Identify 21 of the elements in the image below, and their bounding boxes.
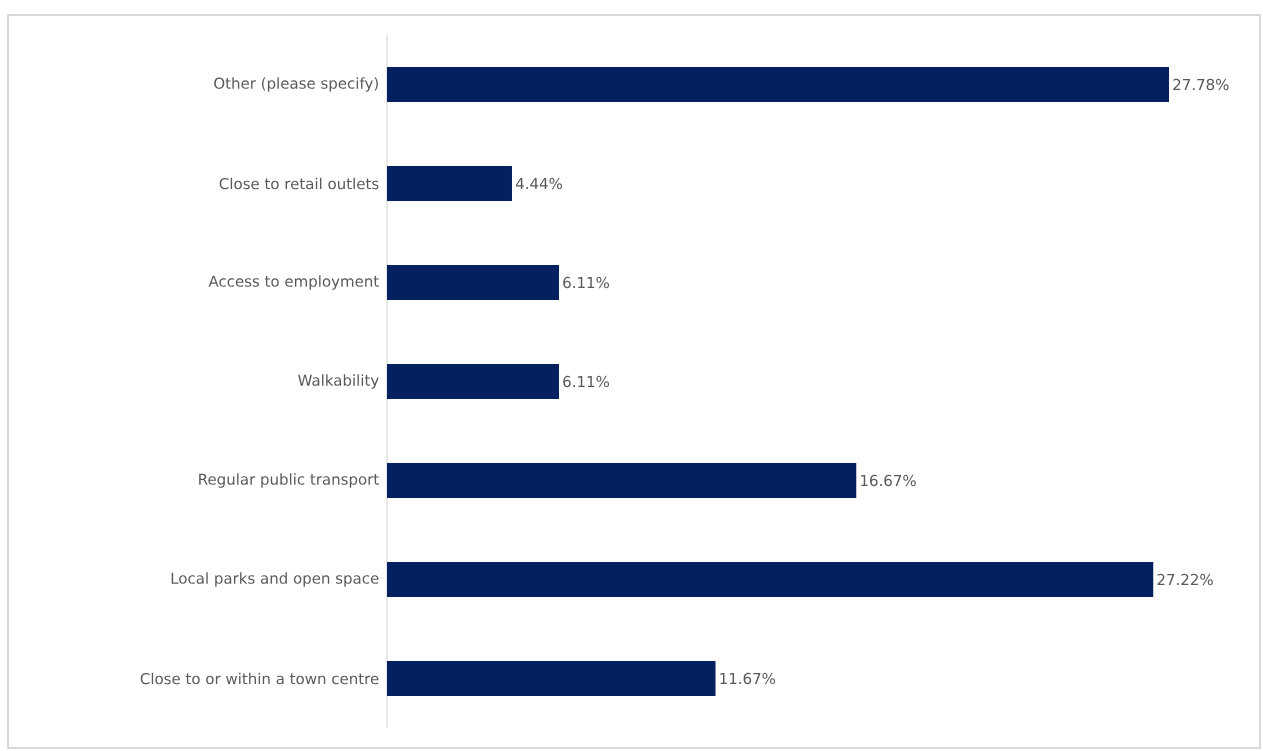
y-tick-label: Access to employment [208,275,379,290]
data-label: 6.11% [563,276,610,289]
data-label: 4.44% [515,177,563,190]
data-label: 6.11% [563,375,610,388]
bar [387,463,857,498]
y-tick-label: Walkability [298,374,379,389]
y-tick-label: Close to retail outlets [219,177,379,190]
y-tick-label: Close to or within a town centre [140,672,379,685]
bar [387,67,1170,102]
bar [387,660,716,696]
bar [387,364,559,399]
data-label: 27.78% [1173,78,1229,91]
bar [387,265,559,300]
bar [387,562,1154,597]
data-label: 16.67% [861,474,916,487]
y-tick-label: Other (please specify) [214,77,378,92]
data-label: 11.67% [720,672,776,685]
data-label: 27.22% [1157,573,1213,586]
y-tick-label: Regular public transport [199,473,379,488]
y-tick-label: Local parks and open space [171,572,379,587]
bar [387,166,512,201]
